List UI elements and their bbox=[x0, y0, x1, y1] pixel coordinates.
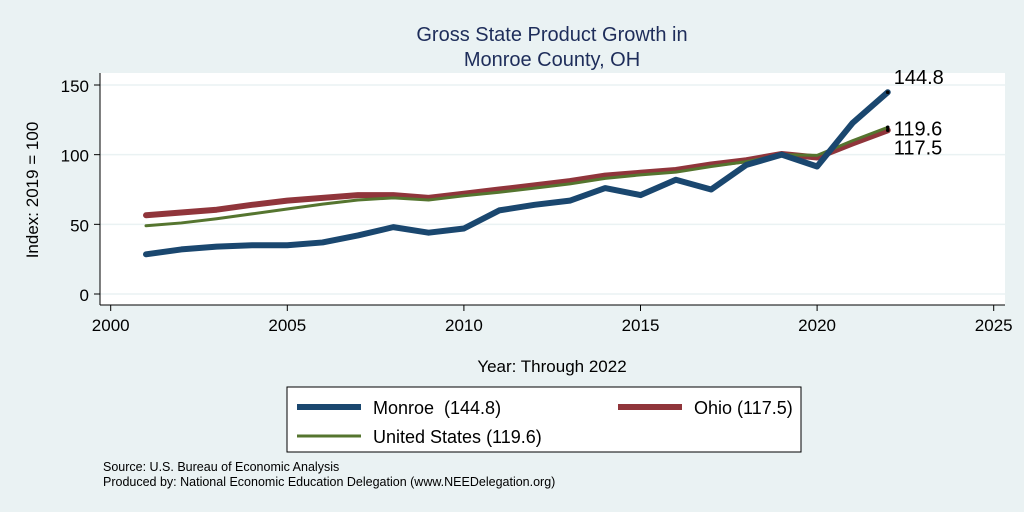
end-point-marker bbox=[885, 128, 890, 133]
x-tick-label: 2005 bbox=[268, 316, 306, 335]
end-label-monroe: 144.8 bbox=[894, 67, 944, 89]
y-tick-label: 150 bbox=[61, 77, 89, 96]
plot-area bbox=[100, 73, 1005, 305]
y-tick-label: 100 bbox=[61, 147, 89, 166]
end-label-united-states: 119.6 bbox=[894, 118, 943, 140]
legend-label-ohio: Ohio (117.5) bbox=[694, 398, 793, 418]
y-tick-label: 50 bbox=[70, 216, 89, 235]
x-tick-label: 2025 bbox=[975, 316, 1013, 335]
x-tick-label: 2015 bbox=[622, 316, 660, 335]
end-point-marker bbox=[885, 125, 890, 130]
x-tick-label: 2000 bbox=[92, 316, 130, 335]
series-line-monroe bbox=[143, 89, 891, 258]
legend-label-monroe: Monroe (144.8) bbox=[373, 398, 501, 418]
legend-label-united-states: United States (119.6) bbox=[373, 427, 542, 447]
chart-title-line-2: Monroe County, OH bbox=[464, 49, 640, 71]
chart-title-line-1: Gross State Product Growth in bbox=[416, 24, 687, 46]
x-tick-label: 2010 bbox=[445, 316, 483, 335]
end-point-marker bbox=[885, 90, 890, 95]
x-axis-label: Year: Through 2022 bbox=[477, 357, 626, 376]
legend-box bbox=[286, 386, 802, 453]
y-axis-label: Index: 2019 = 100 bbox=[23, 122, 42, 259]
produced-by-note: Produced by: National Economic Education… bbox=[103, 475, 555, 489]
source-note: Source: U.S. Bureau of Economic Analysis bbox=[103, 460, 339, 474]
end-label-ohio: 117.5 bbox=[894, 137, 943, 159]
x-tick-label: 2020 bbox=[798, 316, 836, 335]
y-tick-label: 0 bbox=[80, 286, 89, 305]
